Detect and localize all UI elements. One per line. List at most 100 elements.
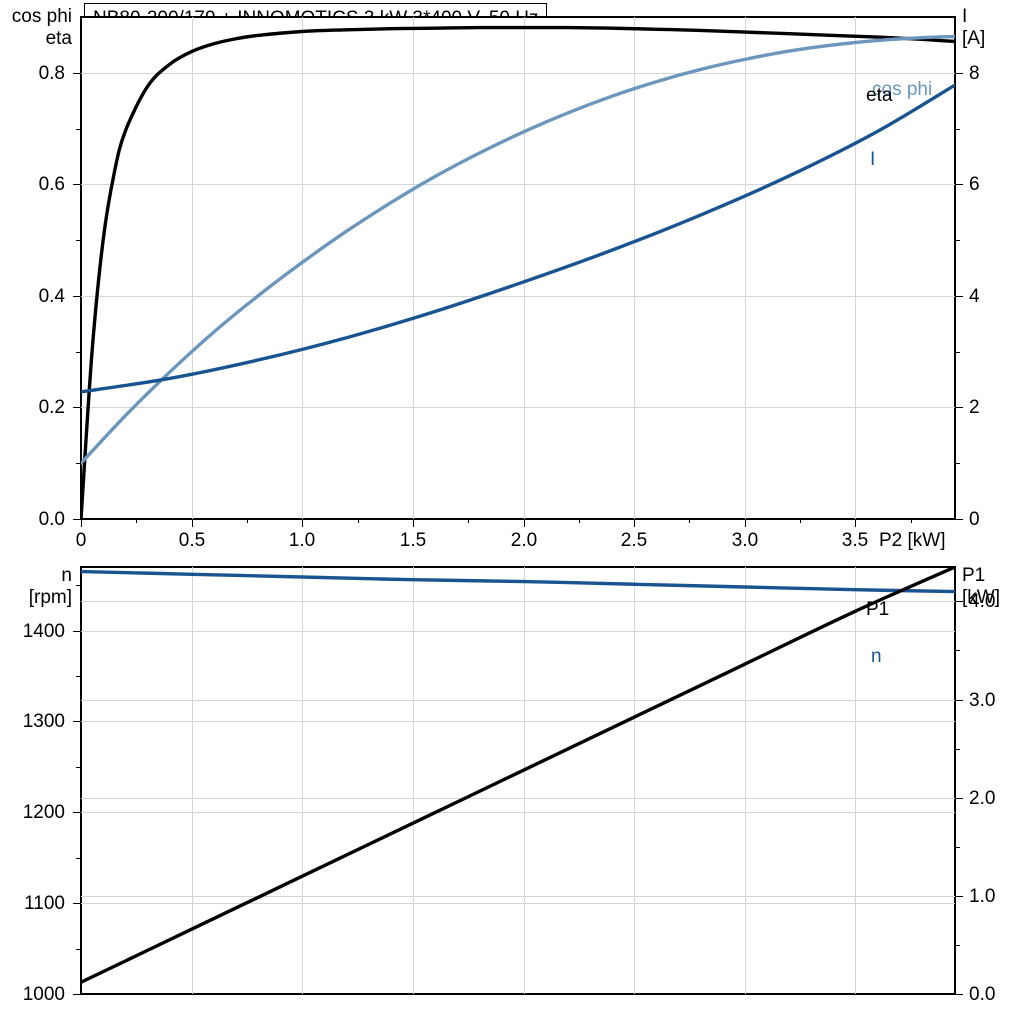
gridline-vertical [302,17,303,519]
x-axis-minor-tick [247,519,248,523]
y-axis-left-tick [73,519,81,520]
gridline-horizontal [81,296,955,297]
y-axis-left-tick [73,994,81,995]
y-axis-left-minor-tick [76,463,81,464]
top-right-axis-title: I [A] [962,6,1022,50]
x-axis-tick [192,519,193,527]
top-plot-frame [80,16,956,520]
x-axis-tick-label: 0.5 [152,531,232,550]
x-axis-minor-tick [800,519,801,523]
y-axis-right-tick [955,601,963,602]
x-axis-tick [634,519,635,527]
y-axis-left-minor-tick [76,858,81,859]
gridline-vertical [855,17,856,519]
y-axis-left-minor-tick [76,240,81,241]
y-axis-right-tick [955,184,963,185]
top-left-axis-title: cos phi eta [0,6,72,50]
y-axis-left-tick-label: 1200 [3,803,65,822]
gridline-vertical [745,17,746,519]
y-axis-left-tick [73,812,81,813]
top-right-axis-title-line1: I [962,6,1022,28]
y-axis-left-minor-tick [76,767,81,768]
y-axis-right-minor-tick [955,847,960,848]
y-axis-left-minor-tick [76,352,81,353]
y-axis-right-minor-tick [955,650,960,651]
gridline-horizontal [81,700,955,701]
y-axis-left-tick [73,407,81,408]
y-axis-left-minor-tick [76,129,81,130]
y-axis-right-minor-tick [955,749,960,750]
top-right-axis-title-line2: [A] [962,28,1022,50]
y-axis-left-tick-label: 1100 [3,894,65,913]
y-axis-right-tick [955,798,963,799]
x-axis-minor-tick [358,519,359,523]
gridline-horizontal [81,896,955,897]
y-axis-right-tick-label: 1.0 [969,887,1024,906]
y-axis-left-minor-tick [76,585,81,586]
y-axis-right-tick [955,296,963,297]
current-label: I [870,150,875,169]
x-axis-minor-tick [911,519,912,523]
gridline-horizontal [81,184,955,185]
x-axis-minor-tick [468,519,469,523]
y-axis-right-tick-label: 3.0 [969,691,1024,710]
eta-label: eta [866,86,892,105]
y-axis-right-tick-label: 6 [969,175,1024,194]
y-axis-left-minor-tick [76,949,81,950]
y-axis-right-minor-tick [955,463,960,464]
y-axis-left-tick-label: 0.2 [3,398,65,417]
gridline-horizontal [81,798,955,799]
x-axis-tick [413,519,414,527]
x-axis-tick [855,519,856,527]
x-axis-tick-label: 3.0 [705,531,785,550]
x-axis-tick [302,519,303,527]
y-axis-left-tick [73,296,81,297]
y-axis-right-minor-tick [955,945,960,946]
gridline-horizontal [81,601,955,602]
x-axis-tick [745,519,746,527]
x-axis-minor-tick [136,519,137,523]
y-axis-left-tick [73,903,81,904]
y-axis-right-tick-label: 4 [969,287,1024,306]
y-axis-left-tick [73,184,81,185]
y-axis-right-minor-tick [955,352,960,353]
gridline-vertical [413,17,414,519]
y-axis-right-tick [955,994,963,995]
y-axis-right-tick-label: 2 [969,398,1024,417]
y-axis-right-tick-label: 0.0 [969,985,1024,1004]
gridline-vertical [192,17,193,519]
x-axis-tick [524,519,525,527]
y-axis-left-tick-label: 0.8 [3,64,65,83]
gridline-vertical [524,17,525,519]
y-axis-right-tick [955,519,963,520]
y-axis-left-minor-tick [76,676,81,677]
y-axis-right-tick [955,407,963,408]
top-left-axis-title-line1: cos phi [0,6,72,28]
gridline-vertical [634,17,635,519]
x-axis-title: P2 [kW] [879,531,946,550]
y-axis-left-tick [73,721,81,722]
y-axis-right-tick-label: 2.0 [969,789,1024,808]
gridline-horizontal [81,812,955,813]
y-axis-right-minor-tick [955,129,960,130]
y-axis-right-tick-label: 0 [969,510,1024,529]
gridline-horizontal [81,903,955,904]
y-axis-left-tick-label: 0.6 [3,175,65,194]
gridline-horizontal [81,73,955,74]
x-axis-tick-label: 1.0 [262,531,342,550]
y-axis-right-tick [955,700,963,701]
y-axis-left-tick-label: 1400 [3,622,65,641]
y-axis-right-tick [955,73,963,74]
x-axis-tick [81,519,82,527]
bottom-left-axis-title: n [rpm] [0,565,72,609]
x-axis-tick-label: 2.5 [594,531,674,550]
y-axis-right-tick-label: 8 [969,64,1024,83]
y-axis-right-tick [955,896,963,897]
y-axis-left-tick-label: 0.4 [3,287,65,306]
bottom-left-axis-title-line2: [rpm] [0,587,72,609]
y-axis-left-tick [73,73,81,74]
gridline-horizontal [81,631,955,632]
gridline-horizontal [81,721,955,722]
x-axis-tick-label: 2.0 [484,531,564,550]
bottom-right-axis-title-line1: P1 [962,565,1022,587]
